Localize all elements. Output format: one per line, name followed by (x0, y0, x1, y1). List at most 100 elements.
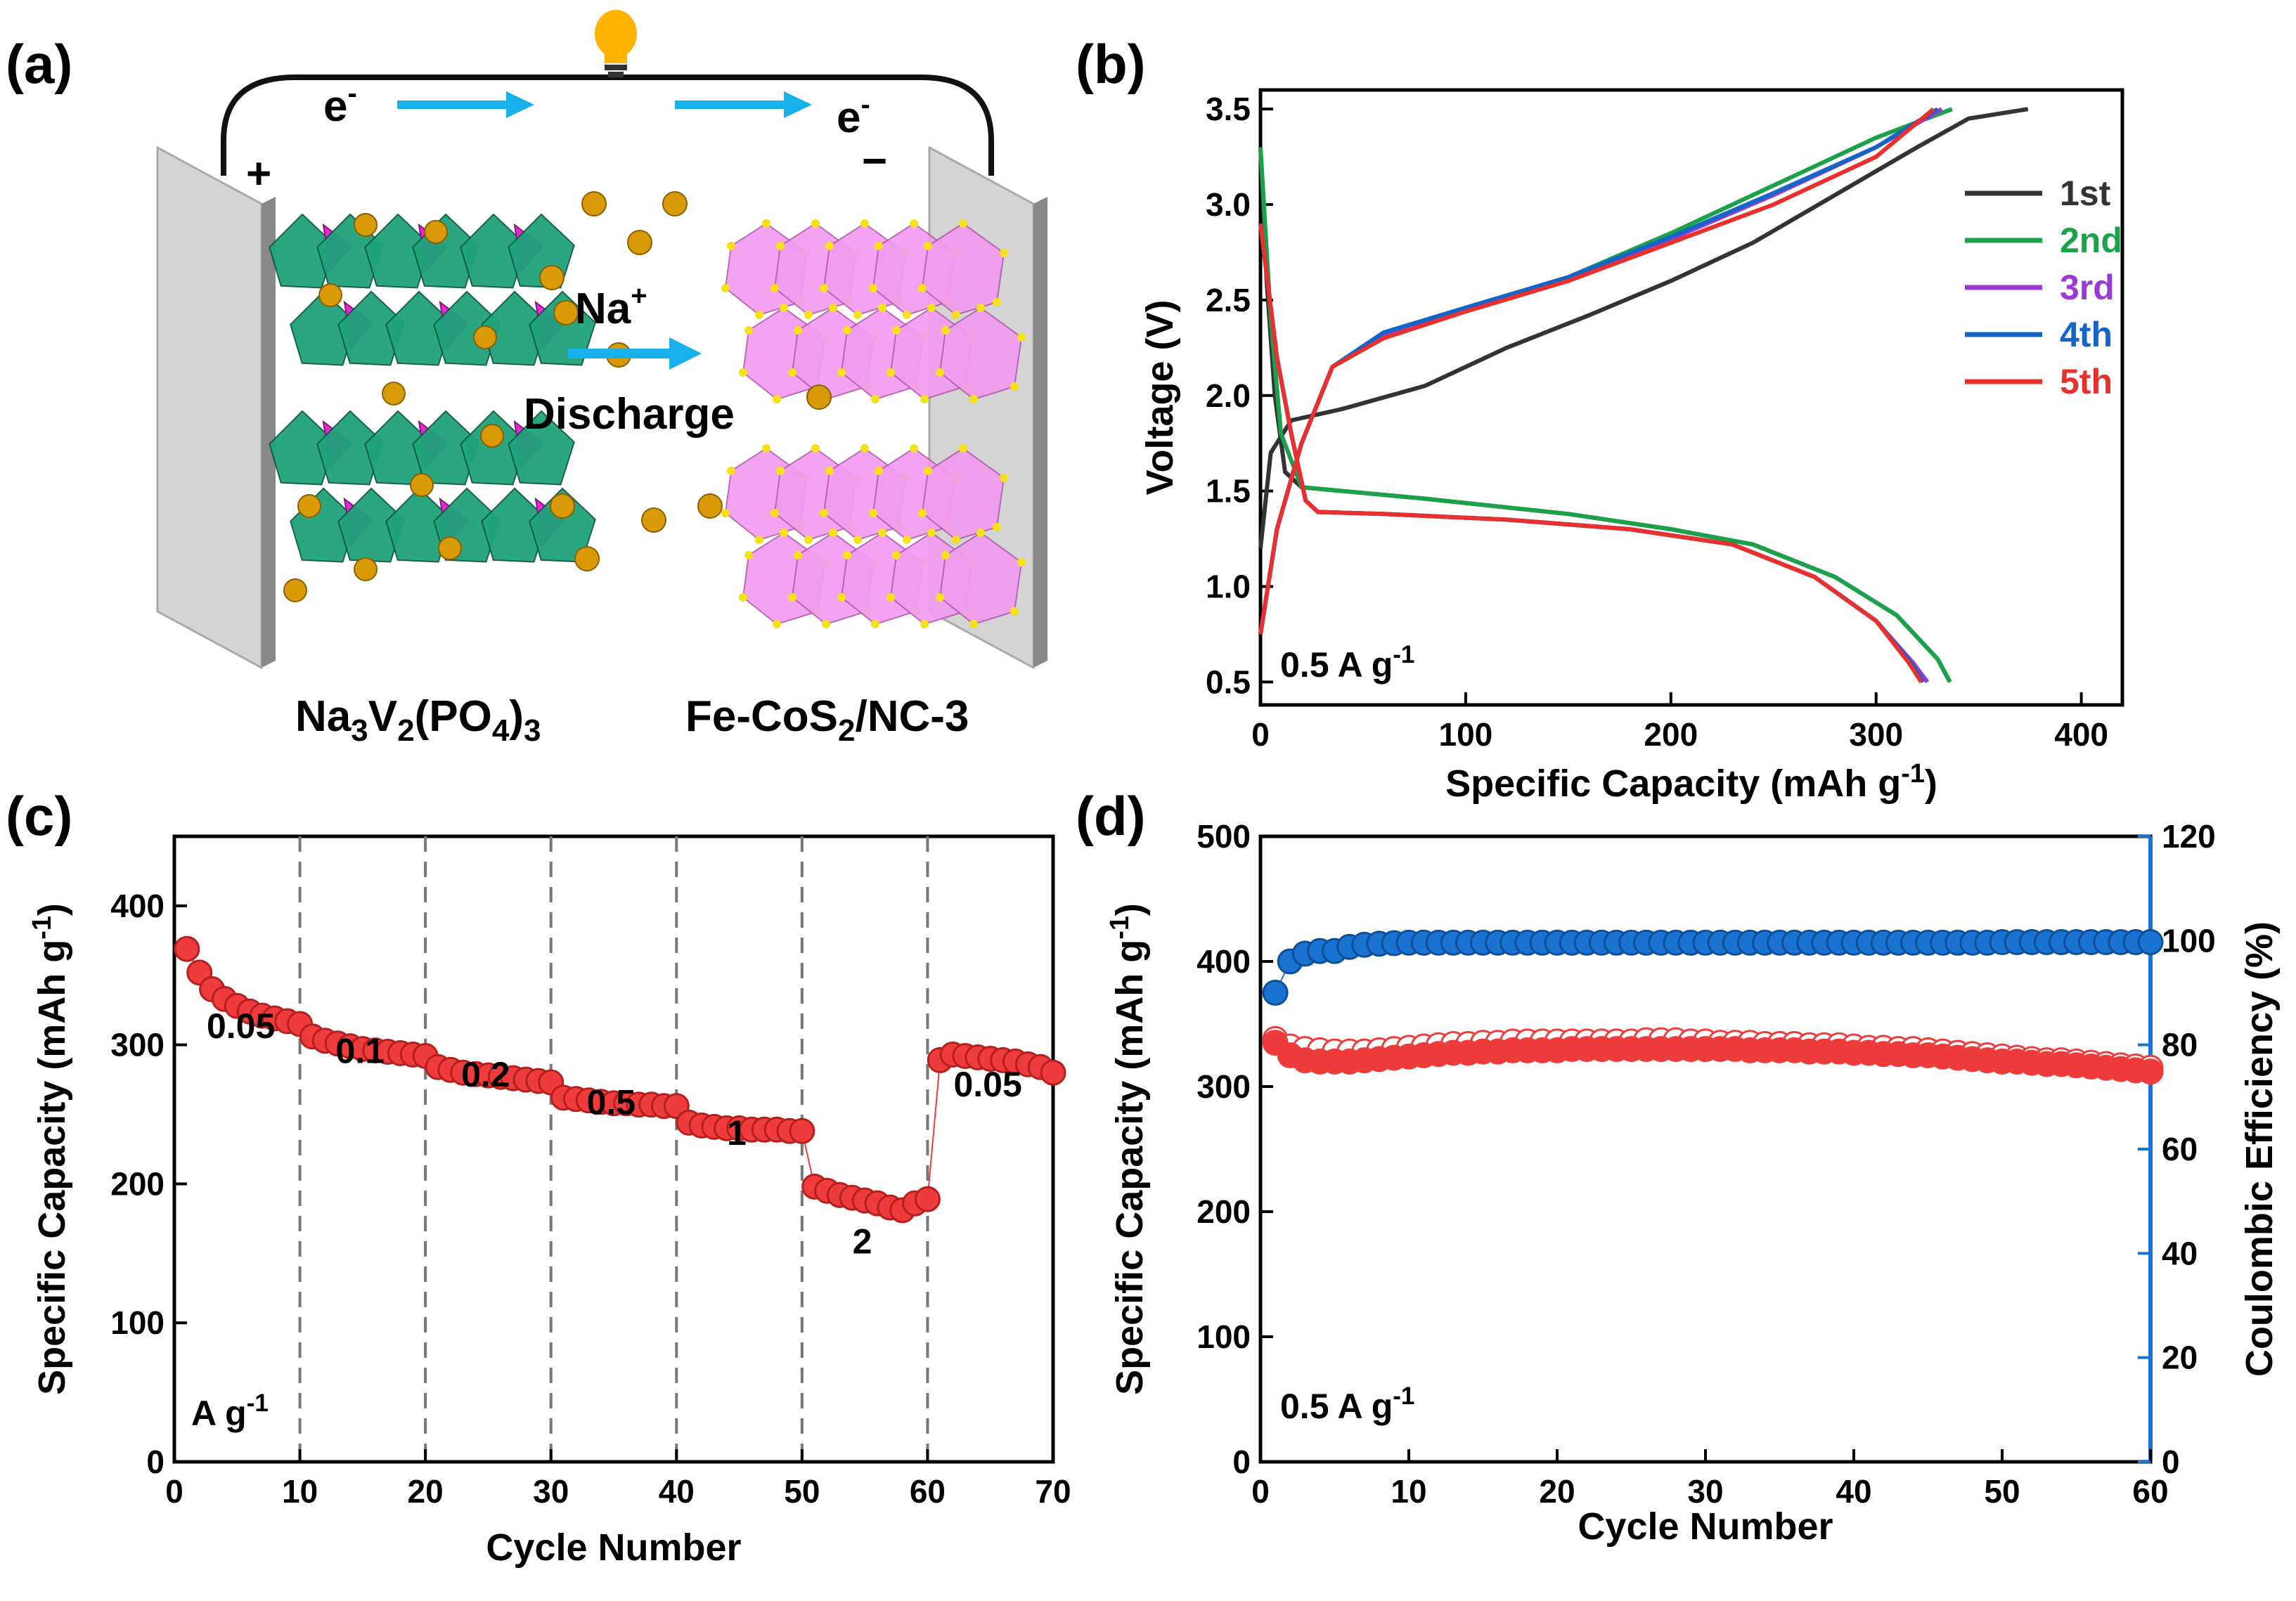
panel-b-legend-label-5th: 5th (2060, 362, 2113, 401)
panel-b-discharge-curve-3rd (1258, 223, 1930, 684)
anode-s-atom (875, 467, 883, 475)
anode-s-atom (820, 509, 828, 517)
panel-b-voltage-profiles: (b) 0 100 200 300 400 0.5 1.0 1.5 2.0 2.5 3.0 3.5 Sp… (1076, 33, 2124, 805)
cathode-na-atom (354, 557, 378, 581)
anode-s-atom (770, 509, 779, 517)
cathode-na-atom (354, 213, 378, 237)
panel-d-current-annotation: 0.5 A g-1 (1280, 1382, 1414, 1426)
panel-d-x-tick-label: 20 (1539, 1473, 1575, 1510)
panel-b-legend-label-3rd: 3rd (2060, 268, 2115, 307)
panel-c-x-tick-label: 10 (282, 1473, 318, 1510)
anode-s-atom (886, 368, 895, 377)
anode-s-atom (853, 536, 862, 544)
panel-b-y-tick-label: 1.0 (1206, 569, 1251, 605)
anode-s-atom (976, 304, 985, 312)
panel-c-series-line (186, 948, 1054, 1212)
panel-d-y-tick-label: 0 (1232, 1444, 1251, 1480)
anode-s-atom (825, 467, 834, 475)
panel-b-current-annotation: 0.5 A g-1 (1280, 641, 1414, 685)
anode-s-atom (837, 593, 846, 602)
panel-c-data-point (174, 935, 200, 962)
anode-s-atom (878, 304, 886, 312)
cathode-octahedron (529, 487, 596, 563)
na-ion-sphere (550, 493, 575, 519)
panel-b-legend-label-2nd: 2nd (2060, 221, 2122, 260)
panel-d-x-tick-label: 60 (2132, 1473, 2168, 1510)
anode-s-atom (875, 242, 883, 250)
anode-s-atom (811, 444, 820, 453)
panel-c-y-tick-label: 300 (110, 1027, 165, 1063)
panel-d-y2-tick-label: 80 (2162, 1027, 2198, 1063)
anode-s-atom (788, 368, 796, 377)
anode-s-atom (843, 326, 851, 335)
cathode-na-atom (480, 424, 504, 448)
panel-b-x-axis-label: Specific Capacity (mAh g-1) (1445, 759, 1937, 805)
panel-b-y-tick-label: 3.0 (1206, 186, 1251, 223)
panel-d-x-tick-label: 30 (1687, 1473, 1723, 1510)
panel-d-y2-tick-label: 20 (2162, 1340, 2198, 1376)
anode-s-atom (788, 593, 796, 602)
cathode-na-atom (424, 220, 448, 244)
discharge-label: Discharge (524, 390, 735, 439)
na-ion-sphere (539, 265, 565, 290)
panel-d-label: (d) (1076, 785, 1146, 847)
panel-c-y-tick-label: 400 (110, 888, 165, 924)
panel-b-y-axis-label: Voltage (V) (1139, 299, 1181, 495)
panel-b-legend-label-1st: 1st (2060, 174, 2111, 213)
panel-c-data-point (1040, 1059, 1066, 1086)
anode-s-atom (969, 395, 978, 403)
electron-arrow-left (397, 91, 534, 118)
panel-d-y2-tick-label: 120 (2162, 818, 2216, 855)
anode-s-atom (903, 536, 911, 544)
panel-b-legend-label-4th: 4th (2060, 315, 2113, 354)
panel-c-y-axis-label: Specific Capacity (mAh g-1) (27, 903, 73, 1395)
anode-s-atom (804, 311, 813, 319)
anode-s-atom (878, 529, 886, 537)
na-ion-sphere (662, 191, 688, 216)
cathode-na-atom (473, 325, 497, 349)
panel-b-charge-curve-4th (1258, 107, 1939, 635)
electron-label-right: e- (837, 89, 870, 142)
anode-s-atom (727, 467, 735, 475)
panel-d-x-tick-label: 10 (1391, 1473, 1426, 1510)
anode-s-atom (721, 509, 730, 517)
panel-c-rate-label: 0.5 (587, 1083, 636, 1122)
na-ion-label: Na+ (575, 280, 647, 333)
panel-a-schematic: (a) e- e- + − (6, 10, 1047, 748)
ion-arrow (568, 337, 702, 370)
anode-s-atom (936, 593, 944, 602)
panel-b-plot-frame (1258, 88, 2124, 707)
plus-sign: + (246, 150, 271, 198)
cathode-na-atom (382, 382, 406, 406)
panel-d-y-tick-label: 500 (1197, 818, 1251, 855)
panel-d-y2-tick-label: 40 (2162, 1235, 2198, 1271)
cathode-material-label: Na3V2(PO4)3 (295, 692, 541, 748)
anode-s-atom (1017, 558, 1026, 566)
anode-s-atom (739, 368, 747, 377)
panel-d-x-axis-label: Cycle Number (1578, 1505, 1833, 1548)
anode-s-atom (969, 620, 978, 628)
cathode-electrode (156, 145, 276, 670)
anode-s-atom (1000, 249, 1008, 257)
anode-s-atom (822, 620, 830, 628)
anode-s-atom (993, 298, 1001, 306)
anode-s-atom (837, 368, 846, 377)
cathode-na-atom (283, 578, 307, 602)
anode-s-atom (794, 551, 802, 559)
panel-b-y-tick-label: 2.0 (1206, 377, 1251, 414)
panel-c-x-tick-label: 70 (1035, 1473, 1071, 1510)
anode-s-atom (780, 304, 788, 312)
anode-s-atom (794, 326, 802, 335)
minus-sign: − (862, 137, 887, 186)
panel-c-x-tick-label: 0 (165, 1473, 183, 1510)
panel-c-x-tick-label: 50 (784, 1473, 820, 1510)
anode-s-atom (820, 284, 828, 292)
anode-s-atom (976, 529, 985, 537)
na-ion-sphere (574, 546, 600, 571)
anode-s-atom (892, 326, 901, 335)
panel-d-x-tick-label: 0 (1251, 1473, 1270, 1510)
anode-s-atom (829, 304, 837, 312)
anode-s-atom (744, 326, 753, 335)
na-ion-sphere (581, 191, 607, 216)
panel-d-y-axis-label: Specific Capacity (mAh g-1) (1105, 903, 1151, 1395)
